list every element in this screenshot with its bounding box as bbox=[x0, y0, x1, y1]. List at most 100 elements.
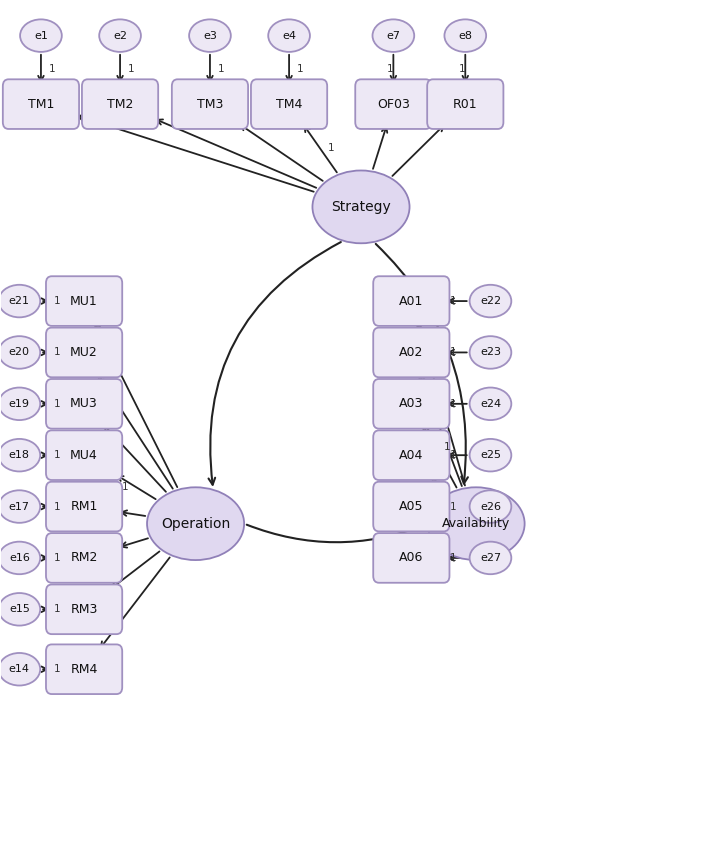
Text: 1: 1 bbox=[53, 296, 60, 306]
Ellipse shape bbox=[0, 285, 40, 317]
Text: 1: 1 bbox=[53, 605, 60, 614]
Text: 1: 1 bbox=[53, 347, 60, 357]
Text: RM1: RM1 bbox=[71, 500, 97, 513]
FancyBboxPatch shape bbox=[355, 79, 432, 129]
Text: 1: 1 bbox=[53, 553, 60, 563]
Text: RM3: RM3 bbox=[71, 603, 97, 616]
Text: MU2: MU2 bbox=[70, 346, 98, 359]
Ellipse shape bbox=[0, 593, 40, 625]
Ellipse shape bbox=[469, 542, 511, 574]
FancyBboxPatch shape bbox=[373, 533, 450, 582]
Ellipse shape bbox=[469, 285, 511, 317]
Text: e1: e1 bbox=[34, 31, 48, 40]
FancyBboxPatch shape bbox=[373, 277, 450, 326]
FancyBboxPatch shape bbox=[82, 79, 158, 129]
Text: e15: e15 bbox=[9, 605, 30, 614]
Text: 1: 1 bbox=[450, 553, 456, 563]
Text: MU1: MU1 bbox=[70, 295, 98, 308]
Text: A03: A03 bbox=[399, 398, 424, 411]
Text: e26: e26 bbox=[480, 502, 501, 512]
Text: e27: e27 bbox=[480, 553, 501, 563]
Text: OF03: OF03 bbox=[377, 98, 410, 111]
Text: Operation: Operation bbox=[161, 516, 230, 531]
Text: 1: 1 bbox=[53, 664, 60, 674]
FancyBboxPatch shape bbox=[46, 379, 122, 429]
Ellipse shape bbox=[268, 20, 310, 52]
Text: MU3: MU3 bbox=[70, 398, 98, 411]
FancyBboxPatch shape bbox=[46, 277, 122, 326]
Text: 1: 1 bbox=[53, 450, 60, 460]
Text: A01: A01 bbox=[399, 295, 424, 308]
Text: 1: 1 bbox=[328, 143, 334, 154]
Text: MU4: MU4 bbox=[70, 448, 98, 461]
Text: 1: 1 bbox=[450, 347, 456, 357]
FancyBboxPatch shape bbox=[46, 584, 122, 634]
Text: e3: e3 bbox=[203, 31, 217, 40]
Ellipse shape bbox=[373, 20, 414, 52]
Text: e21: e21 bbox=[9, 296, 30, 306]
Ellipse shape bbox=[0, 490, 40, 523]
FancyBboxPatch shape bbox=[251, 79, 327, 129]
Text: e2: e2 bbox=[113, 31, 127, 40]
Text: A05: A05 bbox=[399, 500, 424, 513]
Ellipse shape bbox=[20, 20, 62, 52]
Text: e16: e16 bbox=[9, 553, 30, 563]
FancyBboxPatch shape bbox=[46, 430, 122, 480]
Text: 1: 1 bbox=[450, 296, 456, 306]
Text: TM3: TM3 bbox=[197, 98, 223, 111]
Text: 1: 1 bbox=[217, 64, 224, 74]
Ellipse shape bbox=[469, 336, 511, 369]
Ellipse shape bbox=[0, 542, 40, 574]
Text: 1: 1 bbox=[53, 502, 60, 512]
FancyBboxPatch shape bbox=[46, 482, 122, 532]
Ellipse shape bbox=[0, 653, 40, 685]
FancyBboxPatch shape bbox=[46, 644, 122, 694]
Text: e17: e17 bbox=[9, 502, 30, 512]
Text: e14: e14 bbox=[9, 664, 30, 674]
Ellipse shape bbox=[469, 387, 511, 420]
Text: TM2: TM2 bbox=[107, 98, 134, 111]
Text: RM2: RM2 bbox=[71, 551, 97, 564]
FancyBboxPatch shape bbox=[373, 379, 450, 429]
Text: A06: A06 bbox=[399, 551, 424, 564]
Text: 1: 1 bbox=[121, 482, 129, 492]
Text: e22: e22 bbox=[480, 296, 501, 306]
Ellipse shape bbox=[469, 490, 511, 523]
FancyBboxPatch shape bbox=[46, 327, 122, 377]
FancyBboxPatch shape bbox=[373, 482, 450, 532]
Text: 1: 1 bbox=[297, 64, 303, 74]
Text: TM1: TM1 bbox=[27, 98, 54, 111]
Ellipse shape bbox=[445, 20, 486, 52]
Ellipse shape bbox=[0, 439, 40, 472]
Ellipse shape bbox=[469, 439, 511, 472]
Text: e24: e24 bbox=[480, 399, 501, 409]
FancyBboxPatch shape bbox=[373, 430, 450, 480]
Text: e20: e20 bbox=[9, 347, 30, 357]
Ellipse shape bbox=[313, 170, 409, 243]
Text: 1: 1 bbox=[450, 399, 456, 409]
Text: 1: 1 bbox=[450, 502, 456, 512]
Text: 1: 1 bbox=[458, 64, 465, 74]
Text: 1: 1 bbox=[128, 64, 134, 74]
Ellipse shape bbox=[427, 487, 525, 560]
FancyBboxPatch shape bbox=[427, 79, 503, 129]
Text: e8: e8 bbox=[458, 31, 472, 40]
Text: e7: e7 bbox=[386, 31, 401, 40]
FancyBboxPatch shape bbox=[373, 327, 450, 377]
Text: 1: 1 bbox=[48, 64, 55, 74]
Text: R01: R01 bbox=[453, 98, 477, 111]
Text: RM4: RM4 bbox=[71, 663, 97, 676]
Text: e19: e19 bbox=[9, 399, 30, 409]
Text: e18: e18 bbox=[9, 450, 30, 460]
Text: 1: 1 bbox=[386, 64, 393, 74]
Text: Strategy: Strategy bbox=[331, 200, 391, 214]
Text: A02: A02 bbox=[399, 346, 424, 359]
Text: 1: 1 bbox=[450, 450, 456, 460]
Ellipse shape bbox=[0, 336, 40, 369]
Ellipse shape bbox=[189, 20, 231, 52]
Text: 1: 1 bbox=[443, 442, 450, 453]
Text: 1: 1 bbox=[53, 399, 60, 409]
FancyBboxPatch shape bbox=[172, 79, 248, 129]
Ellipse shape bbox=[147, 487, 244, 560]
Text: e23: e23 bbox=[480, 347, 501, 357]
